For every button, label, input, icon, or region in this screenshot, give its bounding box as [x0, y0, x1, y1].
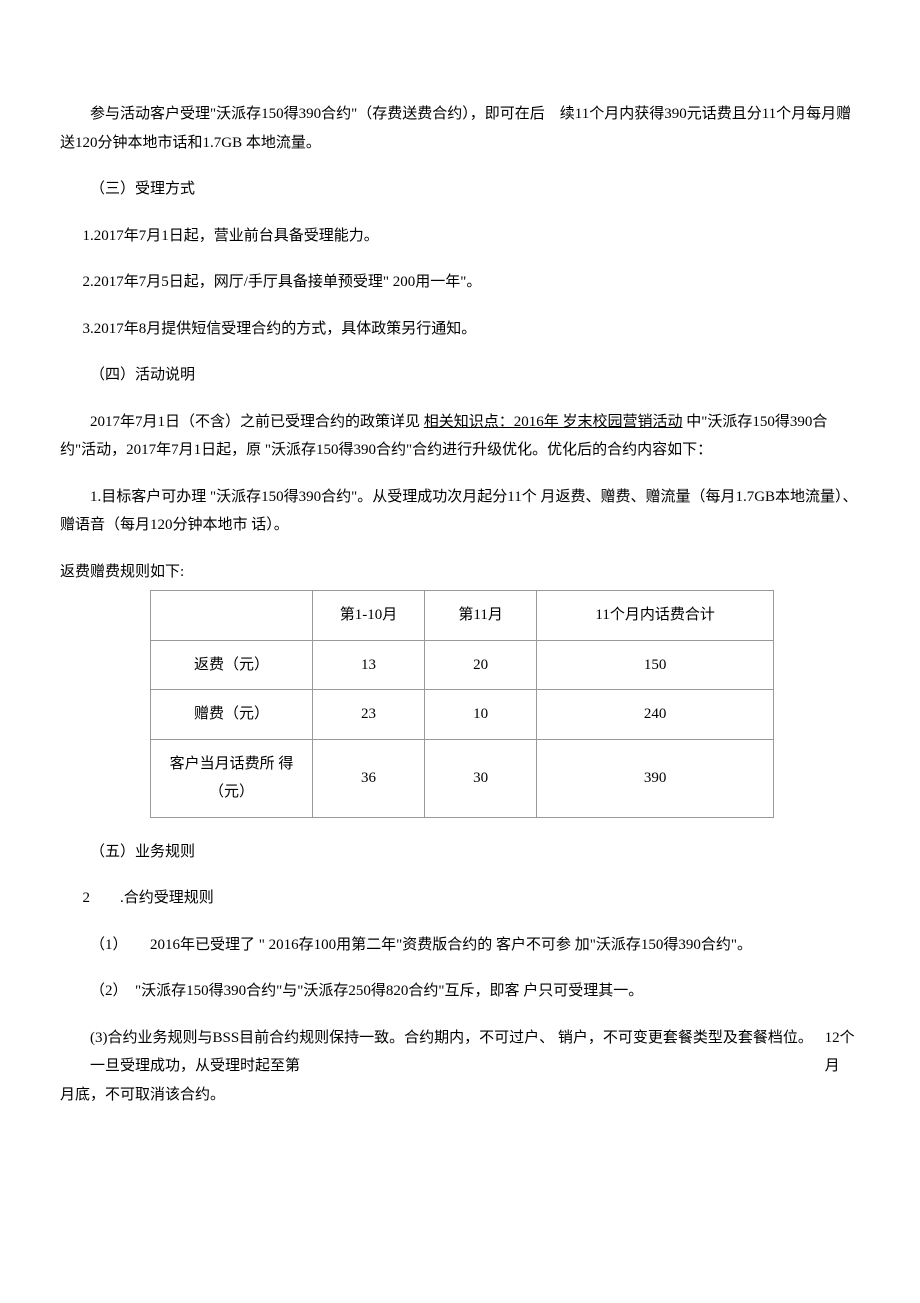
cell: 36	[312, 739, 424, 817]
rule-2-3-b: 12个月	[825, 1024, 860, 1081]
cell: 返费（元）	[151, 640, 313, 690]
cell: 10	[425, 690, 537, 740]
table-row: 返费（元） 13 20 150	[151, 640, 774, 690]
table-row: 客户当月话费所 得（元） 36 30 390	[151, 739, 774, 817]
rule-2-3-a: (3)合约业务规则与BSS目前合约规则保持一致。合约期内，不可过户、 销户，不可…	[90, 1024, 825, 1081]
fee-table: 第1-10月 第11月 11个月内话费合计 返费（元） 13 20 150 赠费…	[150, 590, 774, 818]
table-header-row: 第1-10月 第11月 11个月内话费合计	[151, 591, 774, 641]
section-4-paragraph-1: 2017年7月1日（不含）之前已受理合约的政策详见 相关知识点：2016年 岁末…	[60, 408, 860, 465]
section-4-paragraph-2: 1.目标客户可办理 "沃派存150得390合约"。从受理成功次月起分11个 月返…	[60, 483, 860, 540]
table-row: 赠费（元） 23 10 240	[151, 690, 774, 740]
cell: 13	[312, 640, 424, 690]
cell: 390	[537, 739, 774, 817]
section-3-item-2: 2.2017年7月5日起，网厅/手厅具备接单预受理" 200用一年"。	[60, 268, 860, 297]
paragraph-intro: 参与活动客户受理"沃派存150得390合约"（存费送费合约），即可在后 续11个…	[60, 100, 860, 157]
section-3-item-1: 1.2017年7月1日起，营业前台具备受理能力。	[60, 222, 860, 251]
rule-2-3: (3)合约业务规则与BSS目前合约规则保持一致。合约期内，不可过户、 销户，不可…	[60, 1024, 860, 1110]
th-month1-10: 第1-10月	[312, 591, 424, 641]
cell: 150	[537, 640, 774, 690]
th-blank	[151, 591, 313, 641]
cell: 赠费（元）	[151, 690, 313, 740]
th-month11: 第11月	[425, 591, 537, 641]
rule-2-2: （2） "沃派存150得390合约"与"沃派存250得820合约"互斥，即客 户…	[60, 977, 860, 1006]
section-5-title: （五）业务规则	[60, 838, 860, 867]
table-intro: 返费赠费规则如下:	[60, 558, 860, 587]
rule-2-1: （1） 2016年已受理了 " 2016存100用第二年"资费版合约的 客户不可…	[60, 931, 860, 960]
cell: 20	[425, 640, 537, 690]
section-3-item-3: 3.2017年8月提供短信受理合约的方式，具体政策另行通知。	[60, 315, 860, 344]
related-link: 相关知识点：2016年 岁末校园营销活动	[424, 414, 683, 430]
cell: 240	[537, 690, 774, 740]
cell: 30	[425, 739, 537, 817]
rule-2-3-c: 月底，不可取消该合约。	[60, 1081, 860, 1110]
th-total: 11个月内话费合计	[537, 591, 774, 641]
cell: 客户当月话费所 得（元）	[151, 739, 313, 817]
section-4-title: （四）活动说明	[60, 361, 860, 390]
section-3-title: （三）受理方式	[60, 175, 860, 204]
cell: 23	[312, 690, 424, 740]
s4-text-a: 2017年7月1日（不含）之前已受理合约的政策详见	[90, 414, 424, 430]
rule-2-title: 2 .合约受理规则	[60, 884, 860, 913]
